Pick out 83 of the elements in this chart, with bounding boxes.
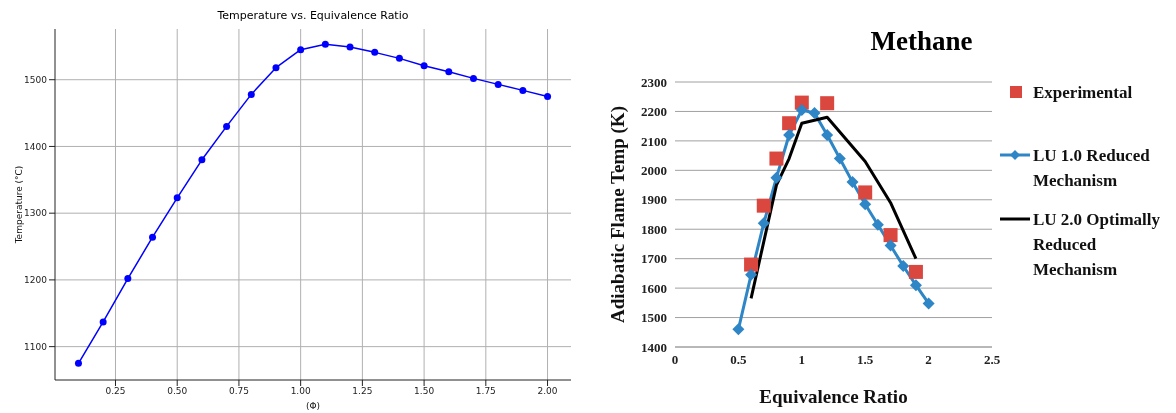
x-tick-label: 2.00 — [537, 386, 558, 397]
point — [908, 264, 923, 279]
point — [770, 171, 783, 184]
y-tick-label: 1400 — [641, 339, 667, 355]
x-tick-label: 0.75 — [228, 386, 249, 397]
point — [769, 151, 784, 166]
y-tick-label: 1100 — [24, 341, 48, 352]
point — [346, 43, 354, 51]
point — [820, 96, 835, 111]
y-tick-label: 1800 — [641, 221, 667, 237]
legend-label: LU 1.0 Reduced Mechanism — [1033, 145, 1151, 192]
x-tick-label: 0 — [671, 352, 679, 368]
x-tick-label: 1.5 — [857, 352, 874, 368]
point — [149, 233, 157, 241]
x-tick-label: 1.50 — [414, 386, 435, 397]
y-tick-label: 2300 — [641, 74, 667, 90]
point — [321, 40, 329, 48]
y-tick-label: 1200 — [24, 275, 48, 286]
point — [782, 116, 797, 131]
point — [833, 152, 846, 165]
point — [744, 257, 759, 272]
point — [420, 62, 428, 70]
line-series — [749, 115, 918, 300]
y-tick-label: 2000 — [641, 162, 667, 178]
point — [732, 323, 745, 336]
x-tick-label: 1.75 — [475, 386, 496, 397]
y-tick-label: 1600 — [641, 280, 667, 296]
chart-title: Temperature vs. Equivalence Ratio — [216, 9, 410, 22]
point — [74, 359, 82, 367]
point — [783, 129, 796, 141]
point — [745, 268, 758, 281]
x-tick-label: 2 — [925, 352, 932, 368]
x-tick-label: 1 — [798, 352, 806, 368]
y-axis-title: Temperature (°C) — [14, 165, 24, 245]
y-tick-label: 2100 — [641, 133, 667, 149]
point — [858, 185, 873, 200]
x-axis-title: (Φ) — [305, 401, 321, 411]
point — [922, 297, 935, 310]
y-tick-label: 1900 — [641, 192, 667, 208]
point — [871, 218, 884, 231]
point — [757, 217, 770, 230]
point — [846, 176, 859, 189]
y-tick-label: 1700 — [641, 251, 667, 267]
point — [884, 239, 897, 252]
legend-label: LU 2.0 Optimally Reduced Mechanism — [1033, 209, 1162, 281]
x-tick-label: 1.00 — [290, 386, 311, 397]
chart-title: Methane — [869, 26, 974, 56]
point — [99, 318, 107, 326]
point — [897, 260, 910, 273]
point — [859, 198, 872, 211]
point — [821, 129, 834, 141]
x-tick-label: 0.50 — [167, 386, 188, 397]
point — [272, 64, 280, 72]
point — [469, 74, 477, 82]
x-tick-label: 0.5 — [730, 352, 748, 368]
y-tick-label: 2200 — [641, 104, 667, 120]
point — [395, 54, 403, 62]
point — [795, 103, 808, 116]
y-tick-label: 1400 — [24, 141, 48, 152]
point — [808, 106, 821, 119]
point — [544, 92, 552, 100]
x-tick-label: 2.5 — [983, 352, 1001, 368]
point — [756, 198, 771, 213]
point — [173, 194, 181, 202]
point — [223, 122, 231, 130]
point — [297, 46, 305, 54]
point — [371, 48, 379, 56]
point — [494, 80, 502, 88]
point — [124, 275, 132, 283]
point — [883, 228, 898, 243]
x-tick-label: 1.25 — [352, 386, 373, 397]
point — [198, 156, 206, 164]
legend-label: Experimental — [1033, 82, 1134, 104]
point — [519, 86, 527, 94]
y-tick-label: 1500 — [641, 310, 667, 326]
y-tick-label: 1300 — [24, 208, 48, 219]
y-axis-title: Adiabatic Flame Temp (K) — [607, 106, 629, 323]
point — [247, 90, 255, 98]
point — [445, 68, 453, 76]
point — [909, 279, 922, 292]
x-tick-label: 0.25 — [105, 386, 126, 397]
x-axis-title: Equivalence Ratio — [759, 386, 908, 407]
y-tick-label: 1500 — [24, 74, 48, 85]
